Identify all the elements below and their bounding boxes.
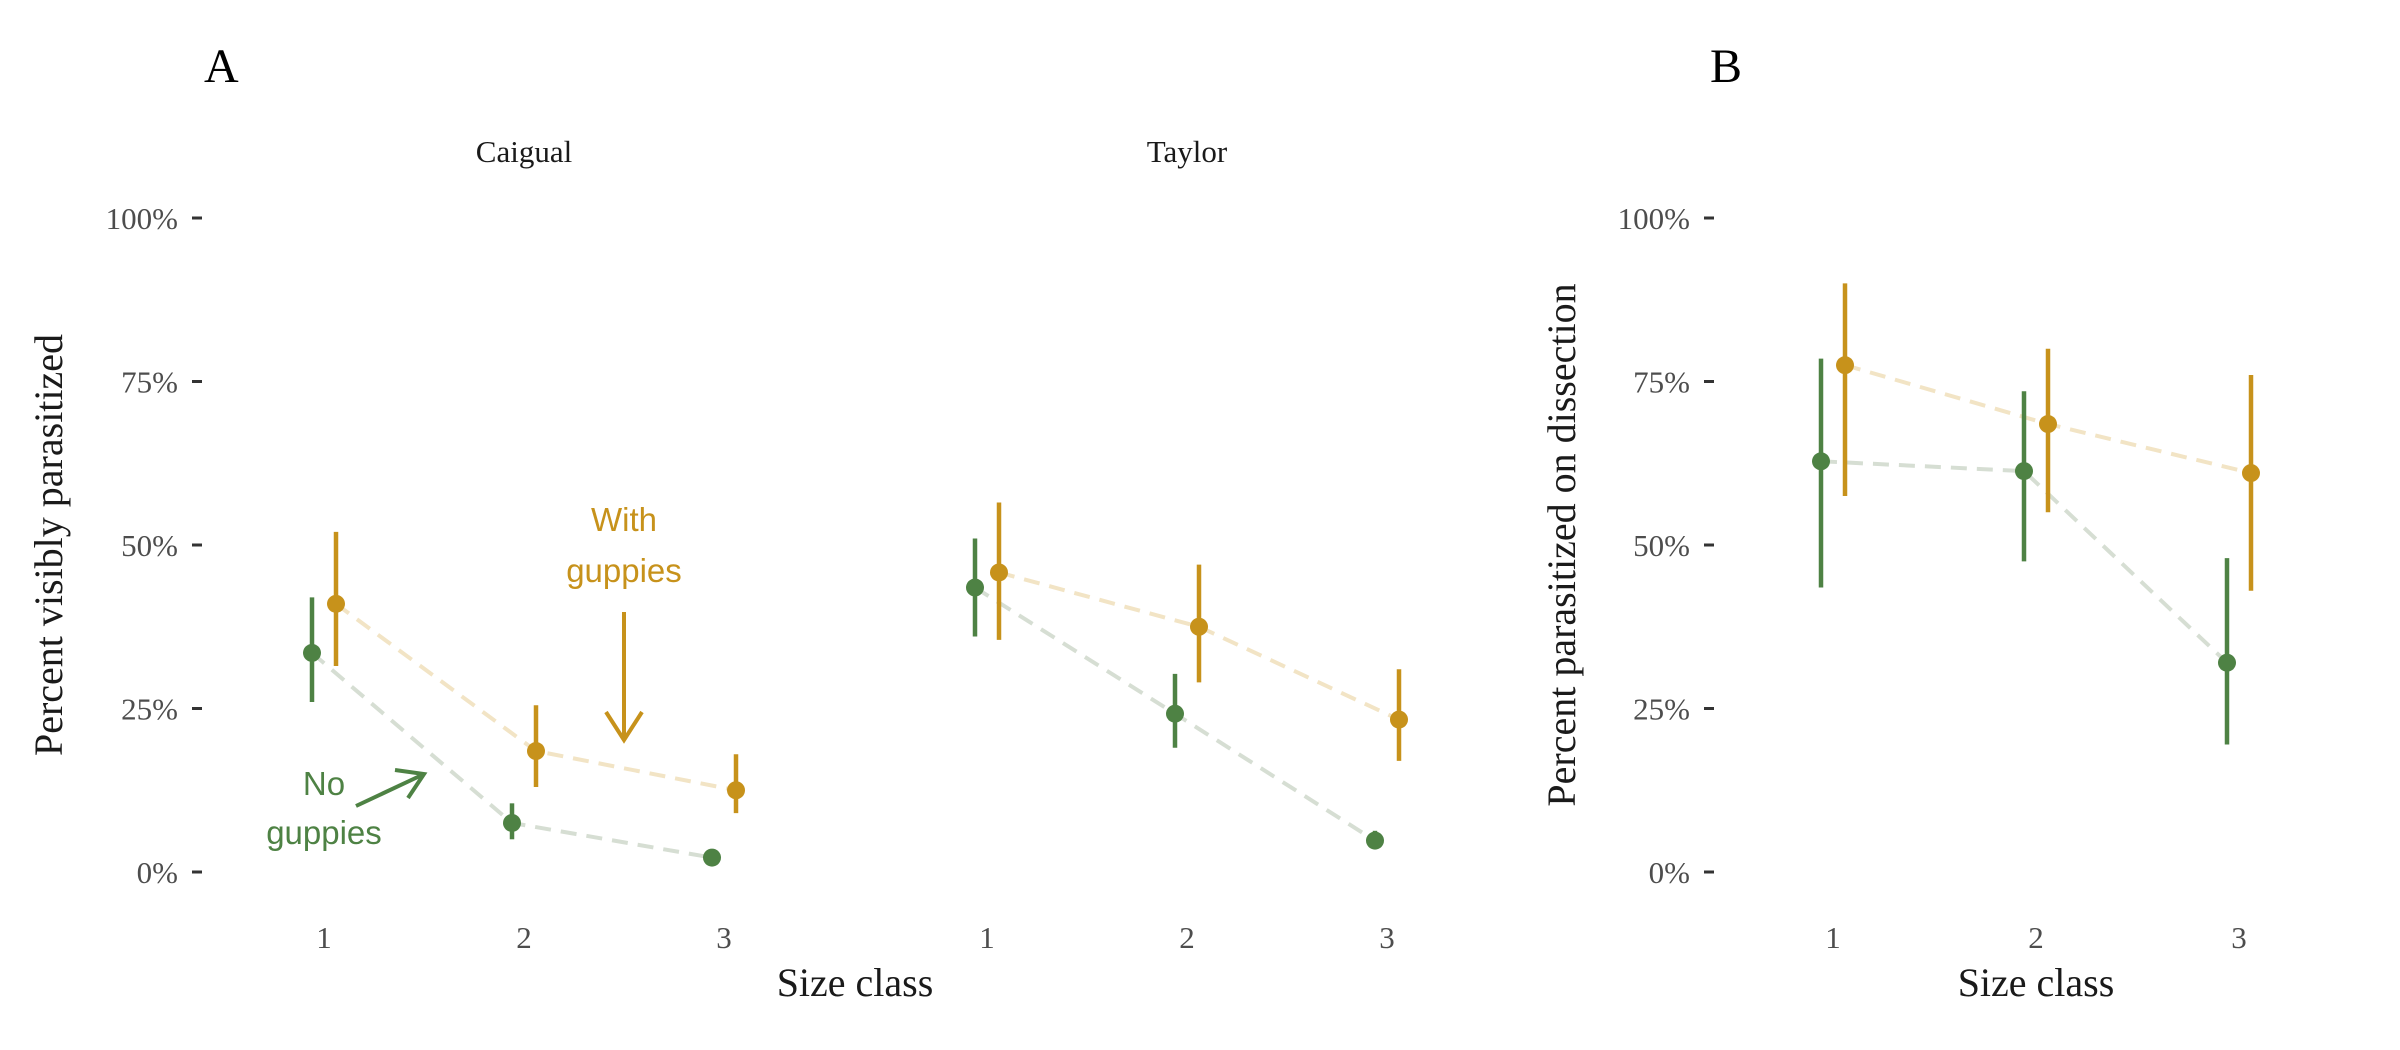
y-tick-label: 25% (1633, 692, 1690, 727)
series-line (1820, 459, 2229, 665)
x-tick-label: 2 (1179, 920, 1195, 955)
y-axis-title: Percent visibly parasitized (26, 334, 71, 756)
y-axis-title: Percent parasitized on dissection (1539, 283, 1584, 806)
x-tick-label: 3 (1379, 920, 1395, 955)
data-point (966, 578, 984, 597)
data-point (1166, 704, 1184, 723)
data-point (703, 848, 721, 867)
x-tick-label: 1 (979, 920, 995, 955)
y-tick-label: 50% (1633, 528, 1690, 563)
y-tick-label: 0% (1649, 855, 1690, 890)
annotation-with-guppies-line1: With (591, 501, 657, 538)
no-guppies-arrow-icon (355, 768, 428, 808)
chart-texts: 0% 25% 50% 75% 100% Percent visibly parasitiz… (26, 40, 2247, 1005)
with-guppies-arrow-icon (604, 612, 644, 744)
panel-label-a: A (204, 40, 239, 93)
data-point (727, 781, 745, 800)
y-tick-label: 0% (137, 855, 178, 890)
data-point (990, 563, 1008, 582)
y-tick-label: 100% (106, 201, 178, 236)
x-tick-label: 1 (1825, 920, 1841, 955)
panel-label-b: B (1710, 40, 1742, 93)
y-tick-label: 100% (1618, 201, 1690, 236)
data-point (303, 643, 321, 662)
data-point (2015, 462, 2033, 481)
x-tick-label: 3 (2231, 920, 2247, 955)
facet-title: Caigual (476, 134, 572, 169)
facet-title: Taylor (1147, 134, 1228, 169)
annotation-with-guppies-line2: guppies (566, 552, 682, 589)
y-tick-label: 75% (121, 365, 178, 400)
annotation-no-guppies-line2: guppies (266, 814, 382, 851)
x-axis-title: Size class (1958, 960, 2115, 1005)
data-point (527, 742, 545, 761)
chart-marks (192, 216, 2260, 874)
x-tick-label: 3 (716, 920, 732, 955)
data-point (2039, 415, 2057, 434)
x-tick-label: 2 (516, 920, 532, 955)
data-point (1836, 356, 1854, 375)
data-point (1366, 831, 1384, 850)
annotation-no-guppies-line1: No (303, 765, 345, 802)
y-tick-label: 25% (121, 692, 178, 727)
data-point (503, 813, 521, 832)
data-point (1390, 710, 1408, 729)
data-point (1812, 452, 1830, 471)
data-point (2218, 653, 2236, 672)
x-tick-label: 1 (316, 920, 332, 955)
y-tick-label: 75% (1633, 365, 1690, 400)
data-point (327, 594, 345, 613)
x-axis-title: Size class (777, 960, 934, 1005)
data-point (2242, 464, 2260, 483)
data-point (1190, 617, 1208, 636)
x-tick-label: 2 (2028, 920, 2044, 955)
y-tick-label: 50% (121, 528, 178, 563)
